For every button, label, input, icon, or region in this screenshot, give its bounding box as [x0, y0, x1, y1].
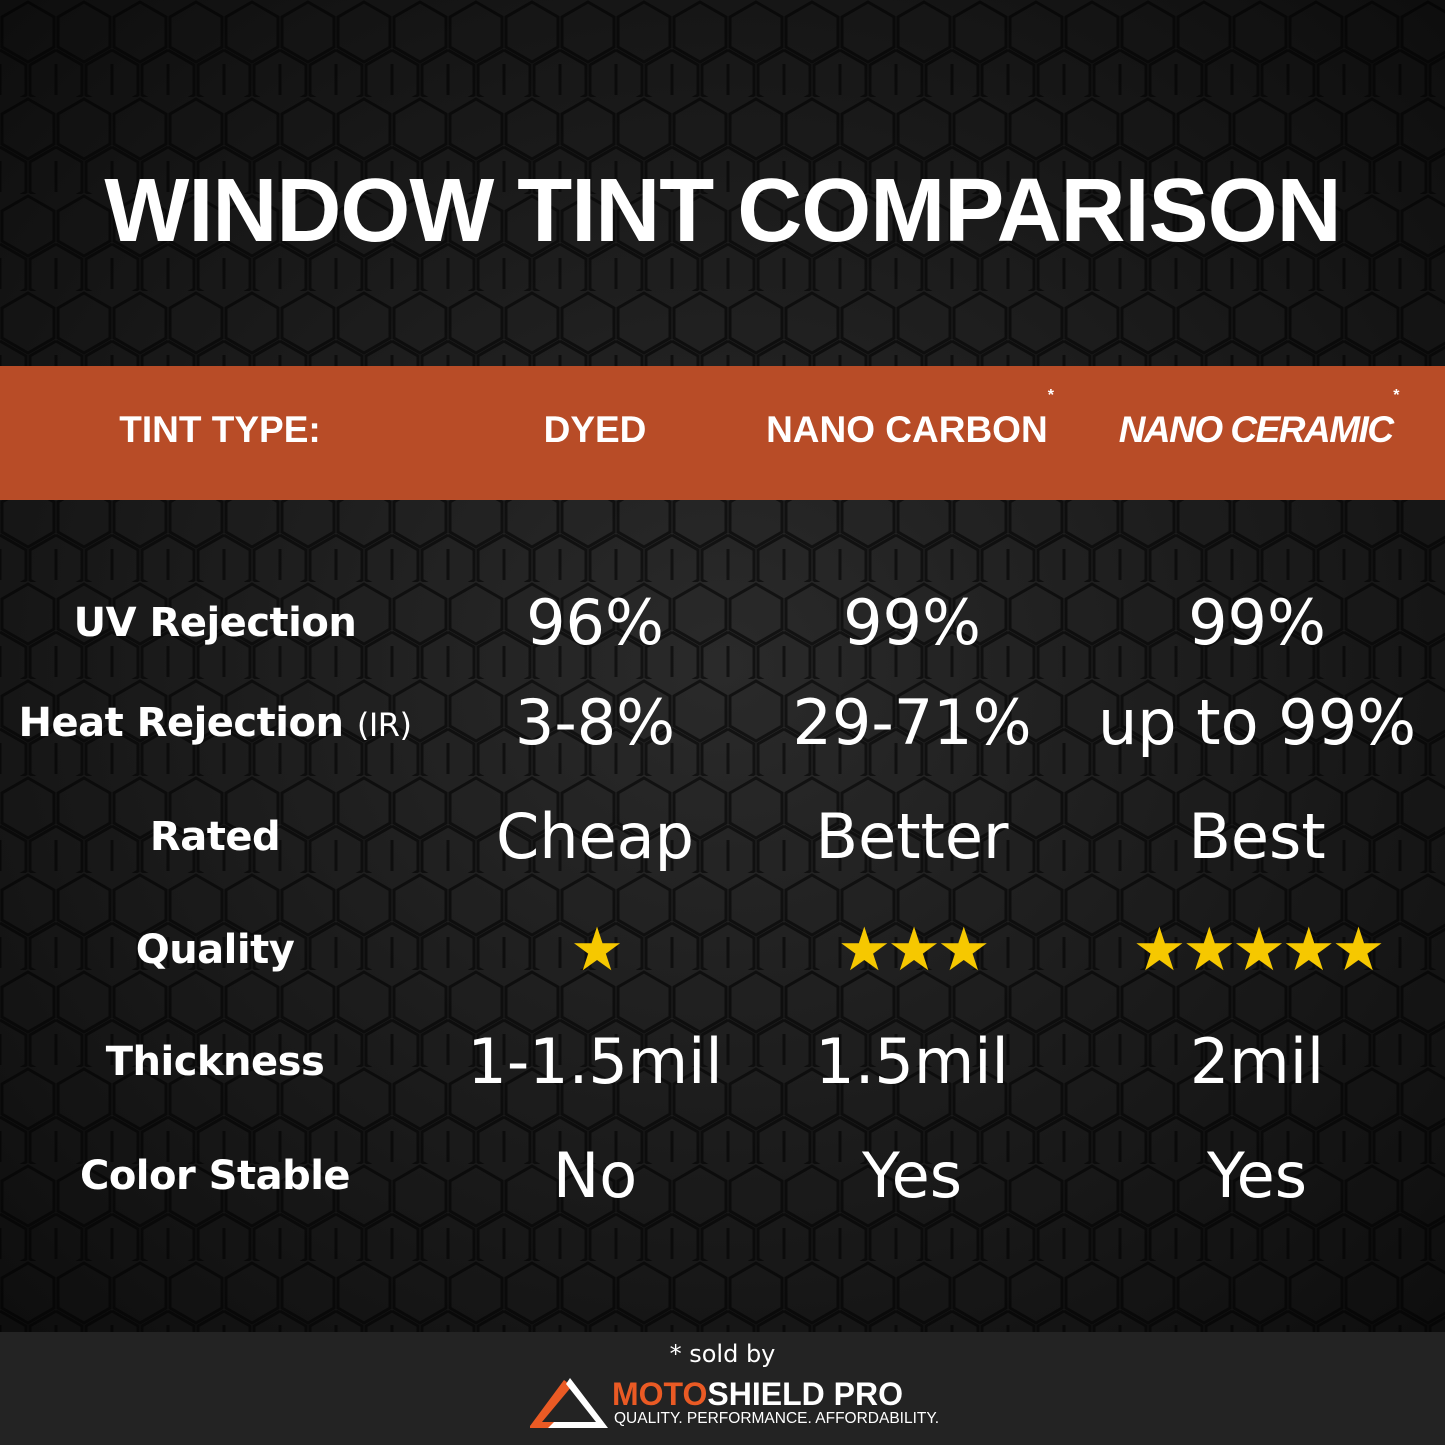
asterisk: * — [1047, 387, 1054, 404]
row-thickness: Thickness 1-1.5mil 1.5mil 2mil — [0, 1012, 1445, 1112]
hexagon-background — [0, 0, 1445, 1332]
brand-tagline: QUALITY. PERFORMANCE. AFFORDABILITY. — [614, 1410, 940, 1427]
value-nano-ceramic: 99% — [1188, 586, 1326, 659]
row-label-suffix: (IR) — [356, 706, 412, 744]
column-dyed: DYED — [544, 366, 647, 500]
triangle-logo-icon — [530, 1378, 608, 1428]
value-nano-carbon: 99% — [843, 586, 981, 659]
page-title: WINDOW TINT COMPARISON — [104, 161, 1341, 261]
star-rating-dyed: ★ — [570, 915, 624, 985]
value-dyed: No — [552, 1139, 638, 1212]
row-label: Heat Rejection (IR) — [19, 673, 412, 773]
row-label: Rated — [149, 814, 281, 860]
asterisk: * — [1392, 387, 1399, 404]
value-nano-carbon: 29-71% — [792, 686, 1032, 759]
tint-type-header: TINT TYPE: DYED NANO CARBON * NANO CERAMI… — [0, 366, 1445, 500]
column-name: NANO CARBON — [766, 409, 1048, 450]
value-dyed: Cheap — [495, 800, 695, 873]
brand-moto: MOTO — [612, 1376, 708, 1412]
row-label: Quality — [135, 927, 295, 973]
value-nano-carbon: Better — [815, 800, 1009, 873]
value-nano-carbon: Yes — [861, 1139, 963, 1212]
sold-by-note: * sold by — [669, 1340, 776, 1368]
motoshield-pro-logo: MOTOSHIELD PRO QUALITY. PERFORMANCE. AFF… — [528, 1374, 940, 1434]
column-nano-carbon: NANO CARBON * — [766, 366, 1054, 500]
brand-name: MOTOSHIELD PRO — [612, 1376, 903, 1413]
value-dyed: 96% — [526, 586, 664, 659]
row-label: UV Rejection — [73, 600, 357, 646]
row-quality: Quality ★ ★★★ ★★★★★ — [0, 900, 1445, 1000]
star-rating-nano-carbon: ★★★ — [837, 915, 990, 985]
row-color-stable: Color Stable No Yes Yes — [0, 1126, 1445, 1226]
footer: * sold by MOTOSHIELD PRO QUALITY. PERFOR… — [0, 1332, 1445, 1445]
value-nano-ceramic: up to 99% — [1097, 686, 1417, 759]
brand-shield-pro: SHIELD PRO — [707, 1376, 903, 1412]
column-name: DYED — [543, 409, 647, 450]
star-rating-nano-ceramic: ★★★★★ — [1132, 915, 1386, 985]
row-label-text: Heat Rejection — [18, 700, 344, 746]
column-name: NANO CERAMIC — [1118, 409, 1394, 450]
value-nano-ceramic: 2mil — [1189, 1025, 1325, 1098]
value-nano-ceramic: Yes — [1206, 1139, 1308, 1212]
value-nano-carbon: 1.5mil — [815, 1025, 1009, 1098]
value-dyed: 1-1.5mil — [467, 1025, 723, 1098]
row-heat-rejection: Heat Rejection (IR) 3-8% 29-71% up to 99… — [0, 673, 1445, 773]
column-nano-ceramic: NANO CERAMIC * — [1118, 366, 1399, 500]
row-label: Thickness — [105, 1039, 325, 1085]
row-label: Color Stable — [79, 1153, 351, 1199]
row-rated: Rated Cheap Better Best — [0, 787, 1445, 887]
tint-type-label: TINT TYPE: — [119, 409, 321, 450]
row-uv-rejection: UV Rejection 96% 99% 99% — [0, 573, 1445, 673]
value-dyed: 3-8% — [514, 686, 676, 759]
value-nano-ceramic: Best — [1188, 800, 1326, 873]
